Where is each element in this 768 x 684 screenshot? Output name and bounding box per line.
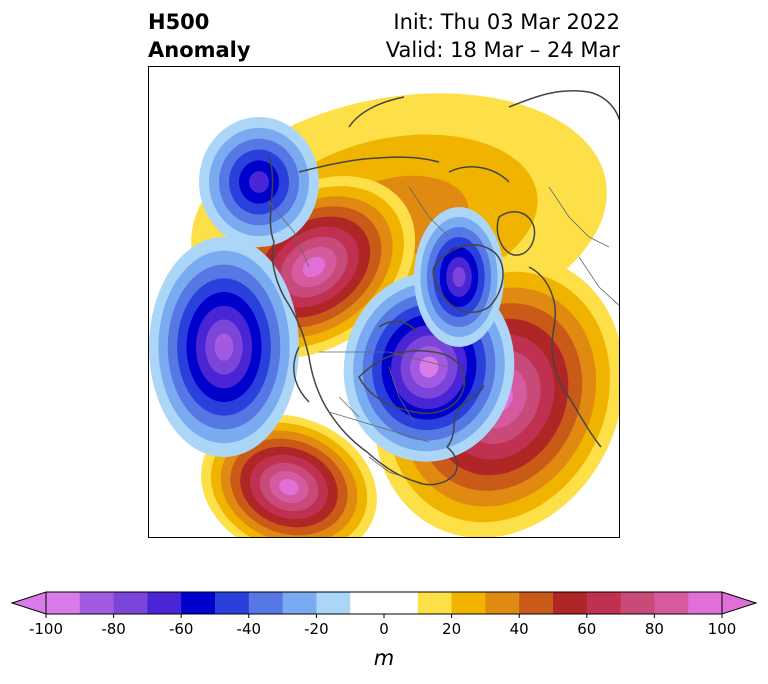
colorbar-max-arrow [721, 591, 758, 615]
colorbar-bin [79, 592, 115, 614]
colorbar-tick-label: -100 [29, 620, 63, 638]
colorbar-bin [147, 592, 182, 614]
siberia-trough [414, 207, 504, 347]
init-date: Init: Thu 03 Mar 2022 [393, 10, 620, 34]
anomaly-fill [149, 93, 619, 537]
hudson-trough-contour [419, 356, 439, 378]
colorbar-tick-label: 20 [442, 620, 461, 638]
colorbar-tick-label: 80 [645, 620, 664, 638]
colorbar-bin [485, 592, 520, 614]
mexico-ridge-contour [279, 478, 299, 496]
colorbar-bin [553, 592, 588, 614]
colorbar-bin [620, 592, 655, 614]
colorbar-bin [316, 592, 351, 614]
colorbar-bin [417, 592, 453, 614]
siberia-trough-contour [452, 267, 466, 287]
colorbar-tick-label: -80 [101, 620, 126, 638]
colorbar-tick-label: 60 [577, 620, 596, 638]
title-block: H500 Anomaly [148, 8, 251, 64]
colorbar-tick-label: 0 [379, 620, 389, 638]
map-panel [148, 66, 620, 538]
colorbar-bin [384, 592, 419, 614]
colorbar-bin [113, 592, 148, 614]
colorbar-bin [181, 592, 216, 614]
pacific-trough [149, 237, 299, 457]
colorbar-tick-label: -20 [304, 620, 329, 638]
nw-trough-contour [249, 171, 269, 193]
valid-range: Valid: 18 Mar – 24 Mar [385, 38, 620, 62]
coastlines [268, 89, 619, 486]
borders [268, 186, 619, 478]
colorbar-bin [688, 592, 723, 614]
colorbar-unit-label: m [373, 646, 395, 670]
colorbar-bin [654, 592, 689, 614]
colorbar-tick-label: 100 [708, 620, 737, 638]
colorbar-tick-label: -60 [169, 620, 194, 638]
anomaly-map [149, 89, 619, 537]
colorbar-tick-label: 40 [510, 620, 529, 638]
colorbar-bin [350, 592, 385, 614]
nw-trough [199, 117, 319, 247]
colorbar: -100 -80 -60 -40 -20 0 20 40 60 80 100 [10, 591, 758, 638]
canada-ridge-contour [302, 256, 326, 278]
colorbar-bin [451, 592, 486, 614]
colorbar-bin [248, 592, 284, 614]
colorbar-bin [282, 592, 317, 614]
title-anomaly: Anomaly [148, 38, 251, 62]
date-block: Init: Thu 03 Mar 2022 Valid: 18 Mar – 24… [386, 8, 620, 64]
mexico-ridge [201, 414, 377, 537]
title-variable: H500 [148, 10, 210, 34]
colorbar-bin [586, 592, 622, 614]
pacific-trough-contour [214, 333, 234, 361]
colorbar-bin [46, 592, 81, 614]
colorbar-tick-label: -40 [237, 620, 262, 638]
colorbar-bin [215, 592, 250, 614]
colorbar-min-arrow [10, 591, 47, 615]
colorbar-bin [519, 592, 554, 614]
